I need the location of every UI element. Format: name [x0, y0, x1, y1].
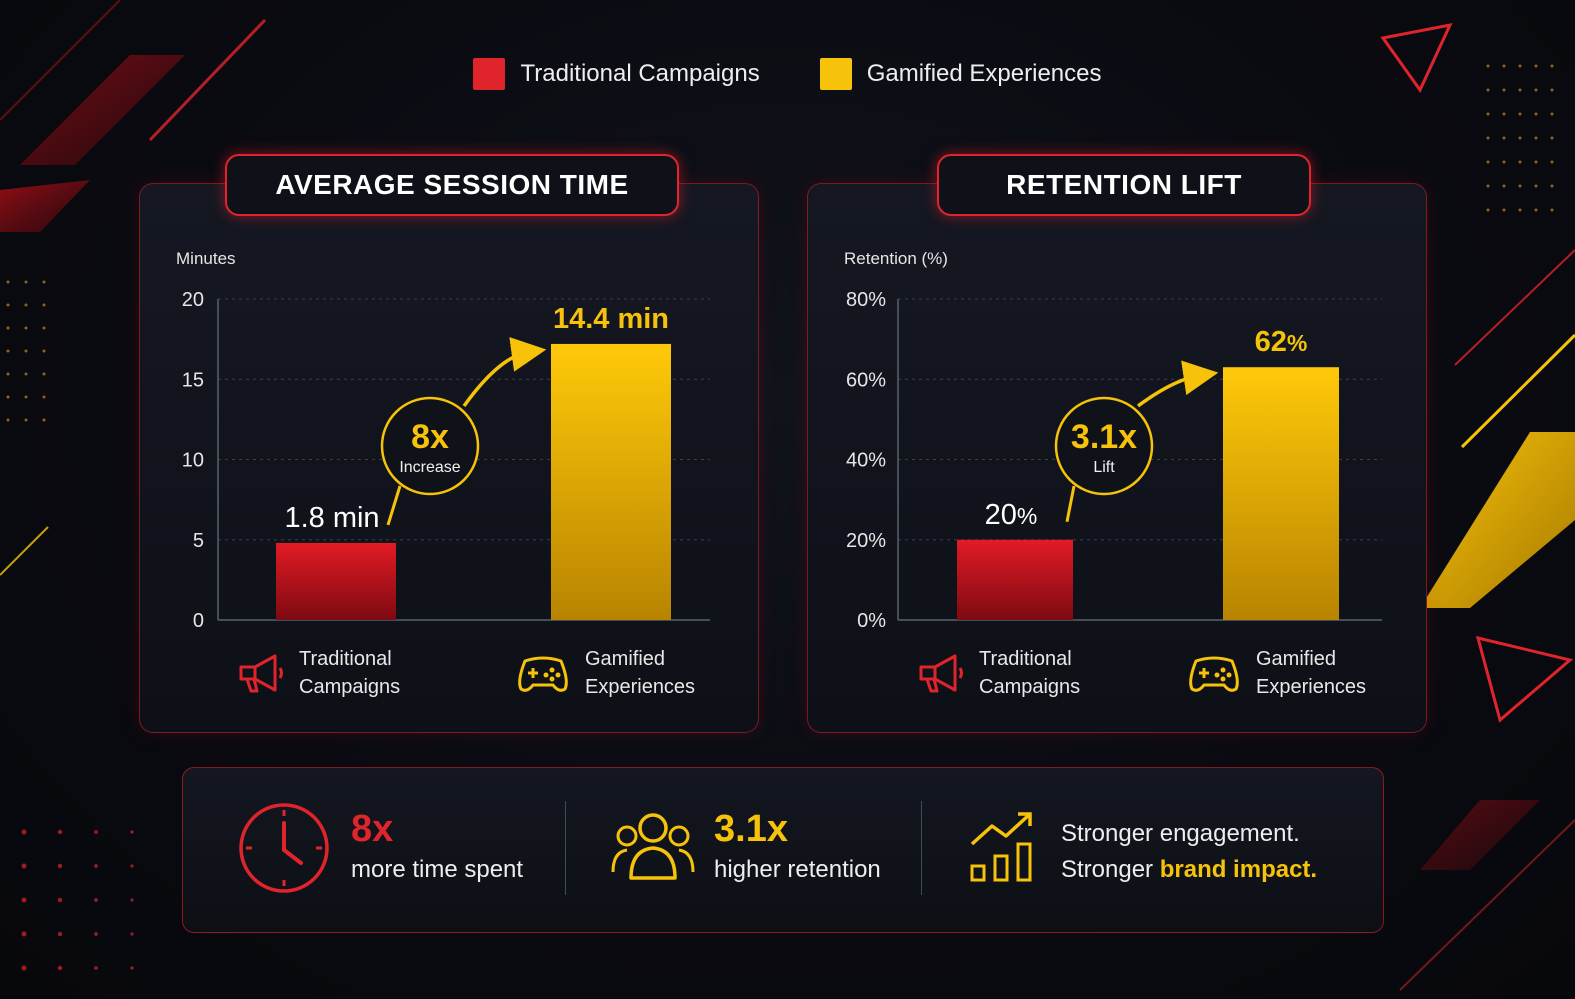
data-label-traditional: 20%: [985, 499, 1038, 531]
legend-label-traditional: Traditional Campaigns: [520, 60, 760, 87]
category-gamified-retention: Gamified Experiences: [1186, 645, 1366, 701]
badge-value: 3.1x: [1071, 418, 1137, 456]
summary-divider: [565, 801, 566, 895]
retention-stat-value: 3.1x: [714, 808, 788, 850]
bar-traditional: [276, 542, 396, 620]
clock-icon: [239, 803, 329, 893]
y-axis-label: Minutes: [176, 249, 236, 268]
y-tick-label: 60%: [846, 369, 886, 391]
multiplier-badge: [380, 396, 480, 496]
legend-swatch-gamified: [819, 58, 852, 90]
data-label-gamified: 62%: [1255, 326, 1308, 358]
tagline-line2: Stronger brand impact.: [1061, 852, 1317, 888]
people-icon: [611, 813, 695, 880]
growth-arrow: [1136, 360, 1219, 408]
gamepad-icon: [518, 656, 568, 692]
growth-arrow: [462, 337, 547, 408]
y-tick-label: 5: [193, 530, 204, 552]
bar-gamified: [551, 343, 671, 620]
y-tick-label: 20: [182, 289, 204, 311]
category-gamified-session: Gamified Experiences: [515, 645, 695, 701]
legend-item-traditional: Traditional Campaigns: [473, 58, 760, 90]
legend: Traditional Campaigns Gamified Experienc…: [0, 58, 1575, 90]
category-traditional-retention: Traditional Campaigns: [913, 645, 1080, 701]
data-label-gamified: 14.4 min: [553, 303, 669, 335]
growth-arrow-tail: [386, 485, 402, 526]
growth-chart-icon: [970, 812, 1032, 882]
bar-traditional: [957, 539, 1073, 620]
tagline: Stronger engagement. Stronger brand impa…: [1061, 816, 1317, 888]
category-label: Traditional Campaigns: [979, 648, 1081, 698]
time-stat-value: 8x: [351, 808, 394, 850]
tagline-prefix: Stronger: [1061, 856, 1160, 883]
y-tick-label: 15: [182, 369, 204, 391]
session-time-title: AVERAGE SESSION TIME: [225, 154, 679, 216]
data-label-traditional: 1.8 min: [284, 502, 379, 534]
summary-divider: [921, 801, 922, 895]
tagline-highlight: brand impact.: [1159, 856, 1318, 883]
legend-item-gamified: Gamified Experiences: [819, 58, 1102, 90]
badge-value: 8x: [411, 418, 449, 456]
tagline-line1: Stronger engagement.: [1061, 820, 1300, 847]
category-label: Gamified Experiences: [1256, 648, 1367, 698]
summary-bar: 8x more time spent 3.1x higher retention…: [182, 767, 1384, 933]
y-tick-label: 20%: [846, 530, 886, 552]
multiplier-badge: [1054, 396, 1154, 496]
badge-label: Lift: [1093, 459, 1115, 476]
category-label: Traditional Campaigns: [299, 648, 401, 698]
megaphone-icon: [919, 654, 963, 693]
retention-stat-label: higher retention: [714, 856, 881, 883]
legend-label-gamified: Gamified Experiences: [866, 60, 1102, 87]
megaphone-icon: [239, 654, 283, 693]
y-tick-label: 10: [182, 450, 204, 472]
bar-gamified: [1223, 367, 1339, 620]
retention-title: RETENTION LIFT: [937, 154, 1311, 216]
legend-swatch-traditional: [473, 58, 506, 90]
y-tick-label: 40%: [846, 450, 886, 472]
category-traditional-session: Traditional Campaigns: [233, 645, 400, 701]
badge-label: Increase: [399, 459, 460, 476]
category-label: Gamified Experiences: [585, 648, 696, 698]
y-tick-label: 0: [193, 610, 204, 632]
time-stat-label: more time spent: [351, 856, 524, 883]
y-tick-label: 80%: [846, 289, 886, 311]
growth-arrow-tail: [1065, 485, 1076, 523]
gamepad-icon: [1189, 656, 1239, 692]
y-axis-label: Retention (%): [844, 249, 948, 268]
y-tick-label: 0%: [857, 610, 886, 632]
